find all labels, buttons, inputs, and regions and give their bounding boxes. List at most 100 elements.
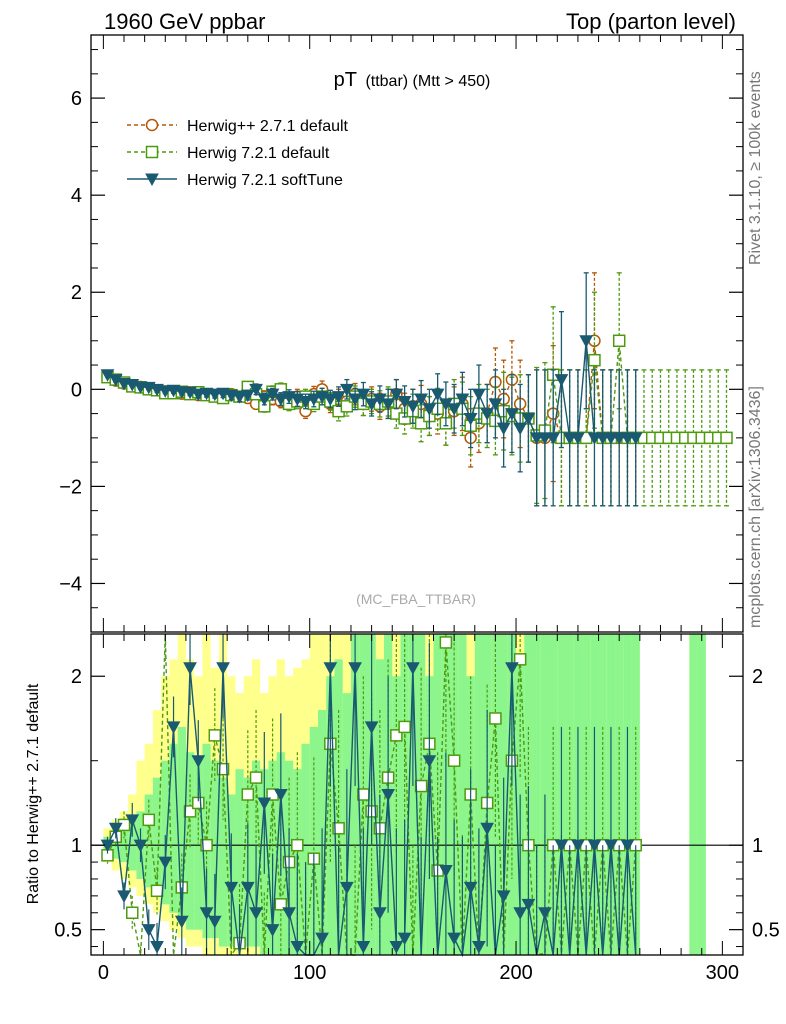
main-point	[240, 389, 255, 403]
ratio-point	[323, 662, 338, 675]
ratio-xtick-label: 300	[706, 962, 739, 984]
main-point	[587, 432, 602, 445]
main-point	[257, 393, 272, 407]
ratio-band-green	[309, 726, 318, 955]
main-point	[546, 432, 561, 445]
main-ytick-label: 6	[71, 88, 82, 110]
ratio-point	[216, 662, 230, 675]
main-point	[521, 412, 536, 426]
main-point	[496, 422, 511, 436]
ratio-point	[282, 907, 296, 920]
main-point	[488, 398, 503, 411]
main-point	[356, 388, 371, 402]
ratio-point	[513, 907, 528, 920]
ratio-point	[521, 898, 536, 912]
main-ytick-label: −4	[59, 573, 82, 595]
ratio-point	[348, 662, 362, 675]
main-point	[298, 395, 313, 409]
main-point	[406, 400, 420, 414]
ratio-point	[315, 932, 329, 946]
ratio-point	[373, 907, 387, 920]
ratio-point	[389, 941, 404, 954]
ratio-point	[356, 941, 371, 954]
header-right: Top (parton level)	[566, 9, 736, 34]
ratio-point	[126, 906, 139, 920]
ratio-point	[447, 932, 461, 946]
ratio-band-green	[697, 634, 706, 955]
ratio-point	[166, 721, 181, 734]
ratio-point	[117, 890, 131, 903]
main-point	[447, 403, 461, 416]
main-point	[422, 403, 437, 416]
ratio-point	[108, 822, 123, 836]
main-point	[604, 432, 618, 445]
ratio-ytick-label-right: 1	[752, 835, 763, 857]
main-point	[505, 408, 519, 421]
main-point	[628, 432, 643, 445]
main-ytick-label: 4	[71, 185, 82, 207]
main-ytick-label: −2	[59, 476, 82, 498]
ratio-point	[332, 822, 345, 835]
main-point	[158, 385, 173, 398]
main-point	[232, 391, 247, 404]
main-point	[588, 353, 601, 367]
ratio-point	[480, 822, 494, 836]
ratio-point	[150, 941, 164, 954]
ratio-point	[414, 779, 428, 793]
ratio-point	[208, 729, 222, 742]
ratio-band-green	[301, 743, 310, 955]
main-point	[472, 388, 486, 402]
ratio-band-green	[161, 760, 170, 905]
ratio-point	[150, 884, 164, 898]
legend: Herwig++ 2.7.1 default Herwig 7.2.1 defau…	[127, 118, 349, 189]
main-point	[430, 388, 445, 402]
ratio-ytick-label: 1	[71, 835, 82, 857]
ratio-point	[587, 839, 602, 853]
ratio-point	[224, 881, 239, 895]
main-point	[595, 432, 610, 445]
ratio-point	[183, 662, 197, 675]
legend-marker	[145, 173, 159, 187]
main-frame	[90, 34, 744, 633]
ratio-point	[439, 865, 453, 878]
ratio-point	[496, 890, 511, 903]
ratio-y-axis: 0.5 0.5 1 1 2 2	[54, 666, 780, 948]
main-point	[414, 393, 428, 407]
main-point	[207, 388, 222, 402]
ratio-band-green	[177, 726, 186, 922]
main-point	[612, 432, 627, 445]
main-point	[554, 374, 569, 387]
main-point	[455, 393, 470, 407]
ratio-point	[142, 813, 156, 827]
ratio-point	[240, 881, 255, 895]
ratio-point	[489, 712, 502, 725]
ratio-frame	[90, 633, 744, 956]
main-point	[381, 398, 395, 411]
ratio-point	[249, 907, 263, 920]
ratio-point	[183, 805, 197, 818]
legend-label: Herwig 7.2.1 softTune	[187, 172, 343, 189]
main-title-text: pT	[334, 69, 357, 91]
main-point	[529, 432, 544, 445]
ratio-point	[463, 881, 478, 895]
main-point	[562, 432, 577, 445]
ratio-xtick-label: 100	[293, 962, 326, 984]
ratio-x-axis: 0 100 200 300	[98, 634, 739, 984]
ratio-xtick-label: 200	[499, 962, 532, 984]
ratio-point	[265, 924, 280, 937]
main-point	[348, 393, 362, 407]
ratio-point	[125, 814, 140, 827]
ratio-band-green	[532, 634, 541, 955]
main-point	[571, 432, 585, 445]
main-watermark: (MC_FBA_TTBAR)	[356, 591, 476, 607]
ratio-ylabel: Ratio to Herwig++ 2.7.1 default	[25, 683, 42, 904]
ratio-point	[158, 856, 173, 870]
legend-marker	[145, 118, 159, 132]
ratio-point	[340, 881, 354, 895]
ratio-point	[174, 915, 189, 929]
main-point	[323, 393, 338, 407]
ratio-point	[381, 789, 395, 802]
ratio-ytick-label-right: 2	[752, 666, 763, 688]
main-point	[273, 393, 288, 407]
